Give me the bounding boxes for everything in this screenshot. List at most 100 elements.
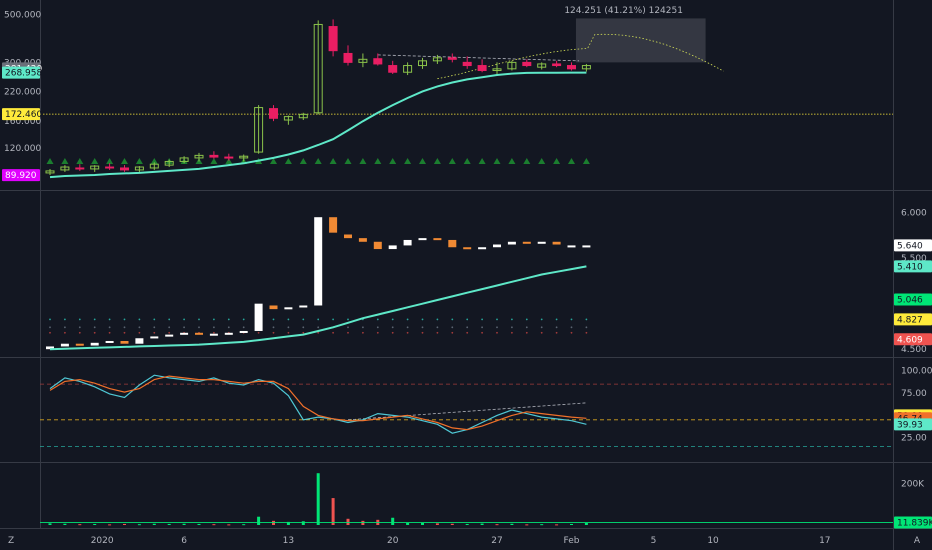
ha-dot xyxy=(49,331,51,334)
volume-bar xyxy=(108,524,112,526)
x-tick-label: 20 xyxy=(387,536,399,546)
ha-tick-label: 4.500 xyxy=(901,345,927,355)
ha-dot xyxy=(287,318,290,321)
candle-body xyxy=(269,108,278,119)
ha-block xyxy=(180,332,189,335)
signal-triangle xyxy=(538,158,546,164)
volume-bar xyxy=(391,517,395,525)
ha-tag: 5.046 xyxy=(897,295,923,305)
ha-dot xyxy=(287,326,290,329)
ha-dot xyxy=(123,326,126,329)
candle-body xyxy=(388,65,398,73)
signal-triangle xyxy=(106,158,114,164)
ha-dot xyxy=(421,331,424,334)
ha-dot xyxy=(64,318,66,321)
ha-dot xyxy=(153,326,156,329)
volume-bar xyxy=(510,523,514,525)
timezone-marker: Z xyxy=(8,536,14,546)
ha-dot xyxy=(347,318,349,321)
ha-block xyxy=(75,343,84,346)
signal-triangle xyxy=(150,158,158,164)
ha-dot xyxy=(213,326,215,329)
signal-triangle xyxy=(448,158,456,164)
x-tick-label: 13 xyxy=(283,536,294,546)
volume-bar xyxy=(346,518,350,525)
signal-triangle xyxy=(299,158,307,164)
ha-dot xyxy=(347,326,349,329)
volume-bar xyxy=(167,523,171,525)
volume-bar xyxy=(78,524,82,526)
ha-dot xyxy=(555,331,558,334)
ha-dot xyxy=(511,326,513,329)
signal-triangle xyxy=(419,158,426,164)
ha-block xyxy=(463,247,472,250)
ha-dot xyxy=(585,331,588,334)
signal-triangle xyxy=(523,158,531,164)
signal-triangle xyxy=(568,158,575,164)
ha-dot xyxy=(391,331,394,334)
price-tick-label: 500.000 xyxy=(4,11,41,21)
ha-tick-label: 5.500 xyxy=(901,254,927,264)
ha-block xyxy=(60,343,69,347)
ha-block xyxy=(299,305,308,308)
volume-bar xyxy=(570,523,573,525)
ha-block xyxy=(120,340,129,344)
signal-triangle xyxy=(91,158,99,164)
ha-dot xyxy=(272,318,275,321)
ha-tag-bg xyxy=(894,260,932,273)
volume-bar xyxy=(495,524,499,526)
volume-bar xyxy=(525,524,529,526)
ha-dot xyxy=(123,331,126,334)
ha-dot xyxy=(481,331,483,334)
price-tag-bg xyxy=(2,108,40,121)
ha-dot xyxy=(496,318,498,321)
candle-body xyxy=(90,165,100,170)
volume-bar xyxy=(331,498,335,525)
ha-dot xyxy=(570,331,573,334)
candle-body xyxy=(343,52,353,63)
ha-dot xyxy=(242,318,245,321)
signal-triangle xyxy=(463,158,471,164)
candle-body xyxy=(149,163,159,169)
ha-dot xyxy=(49,326,51,329)
ha-dot xyxy=(168,331,171,334)
ha-dot xyxy=(108,326,111,329)
ha-dot xyxy=(406,318,409,321)
signal-triangle xyxy=(121,158,128,164)
volume-bar xyxy=(465,523,469,525)
ha-tag-bg xyxy=(894,333,932,346)
candle-body xyxy=(328,26,338,52)
ha-dot xyxy=(555,326,558,329)
ha-dot xyxy=(391,318,394,321)
candle-body xyxy=(567,65,576,70)
ha-block xyxy=(209,333,218,336)
volume-bar xyxy=(212,524,216,526)
candle-body xyxy=(75,167,85,170)
ha-block xyxy=(165,334,174,337)
volume-tag-bg xyxy=(894,516,932,529)
ha-dot xyxy=(332,318,334,321)
ha-dot xyxy=(347,331,349,334)
ha-dot xyxy=(302,326,305,329)
ha-dot xyxy=(540,326,543,329)
x-tick-label: 5 xyxy=(651,536,657,546)
ha-block xyxy=(358,238,367,242)
ha-dot xyxy=(436,326,439,329)
volume-bar xyxy=(301,521,305,525)
ha-dot xyxy=(153,331,156,334)
price-tag: 172.460 xyxy=(5,110,42,120)
candle-body xyxy=(283,116,293,121)
candle-body xyxy=(552,63,562,67)
ha-dot xyxy=(153,318,156,321)
ha-dot xyxy=(168,318,171,321)
ha-dot xyxy=(317,331,320,334)
ha-block xyxy=(195,332,203,335)
volume-bar xyxy=(435,523,439,525)
stoch-k-line xyxy=(49,374,587,434)
signal-triangle xyxy=(433,158,441,164)
signal-triangle xyxy=(374,158,382,164)
ha-dot xyxy=(451,326,454,329)
ha-tag: 5.640 xyxy=(897,241,923,251)
